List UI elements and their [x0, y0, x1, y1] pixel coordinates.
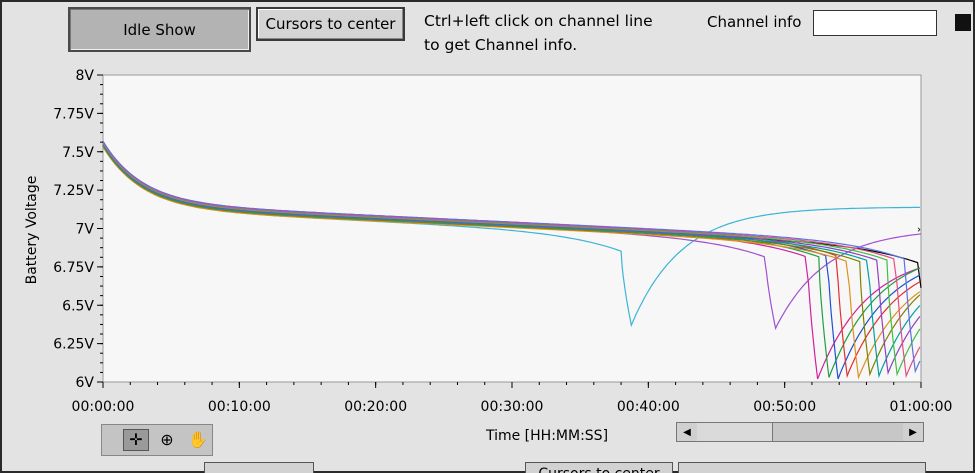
x-tick-label: 00:50:00 [753, 399, 816, 415]
x-tick-label: 00:40:00 [617, 399, 680, 415]
corner-indicator [955, 14, 971, 31]
channel-line[interactable] [102, 141, 921, 379]
scroll-thumb[interactable] [772, 423, 904, 441]
bottom-control-left[interactable] [204, 462, 314, 473]
channel-line[interactable] [102, 143, 921, 376]
x-tick-label: 00:00:00 [72, 399, 135, 415]
cursor-marker-icon[interactable]: › [917, 225, 921, 236]
channel-info-field[interactable] [813, 10, 937, 36]
y-tick-label: 7.5V [62, 145, 94, 161]
plot-area[interactable] [102, 74, 922, 383]
idle-show-button[interactable]: Idle Show [68, 7, 251, 52]
pan-hand-icon[interactable]: ✋ [188, 432, 208, 449]
x-tick-label: 00:30:00 [481, 399, 544, 415]
y-tick-label: 6.25V [53, 337, 94, 353]
x-scrollbar[interactable]: ◀ ▶ [676, 422, 924, 442]
series-layer [102, 140, 922, 380]
y-axis-label: Battery Voltage [24, 176, 40, 285]
x-tick-label: 00:20:00 [344, 399, 407, 415]
x-axis-label: Time [HH:MM:SS] [485, 428, 608, 444]
bottom-cursors-to-center-button[interactable]: Cursors to center [525, 462, 673, 473]
bottom-control-right[interactable] [678, 462, 926, 473]
y-tick-label: 8V [76, 68, 95, 84]
channel-line[interactable] [102, 146, 921, 380]
y-tick-label: 6.75V [53, 260, 94, 276]
y-tick-label: 6.5V [62, 298, 94, 314]
crosshair-cursor-icon[interactable]: ✛ [123, 429, 149, 451]
zoom-icon[interactable]: ⊕ [160, 432, 174, 449]
y-tick-label: 7.75V [53, 106, 94, 122]
y-tick-label: 7.25V [53, 183, 94, 199]
scroll-left-icon[interactable]: ◀ [677, 423, 697, 441]
y-tick-label: 7V [76, 222, 95, 238]
cursors-to-center-button[interactable]: Cursors to center [256, 7, 405, 41]
scroll-right-icon[interactable]: ▶ [903, 423, 923, 441]
graph-tools-palette: ✛ ⊕ ✋ [101, 424, 213, 456]
channel-line[interactable] [102, 145, 921, 377]
channel-line[interactable] [102, 142, 921, 377]
channel-line[interactable] [102, 140, 921, 374]
axis-layer: 8V 7.75V 7.5V 7.25V 7V 6.75V 6.5V 6.25V 6V 00:00:… [53, 68, 952, 415]
x-tick-label: 00:10:00 [208, 399, 271, 415]
channel-info-label: Channel info [707, 13, 802, 31]
y-tick-label: 6V [76, 375, 95, 391]
channel-line[interactable] [102, 144, 921, 379]
hint-text: Ctrl+left click on channel line to get C… [424, 12, 653, 54]
x-tick-label: 01:00:00 [890, 399, 953, 415]
